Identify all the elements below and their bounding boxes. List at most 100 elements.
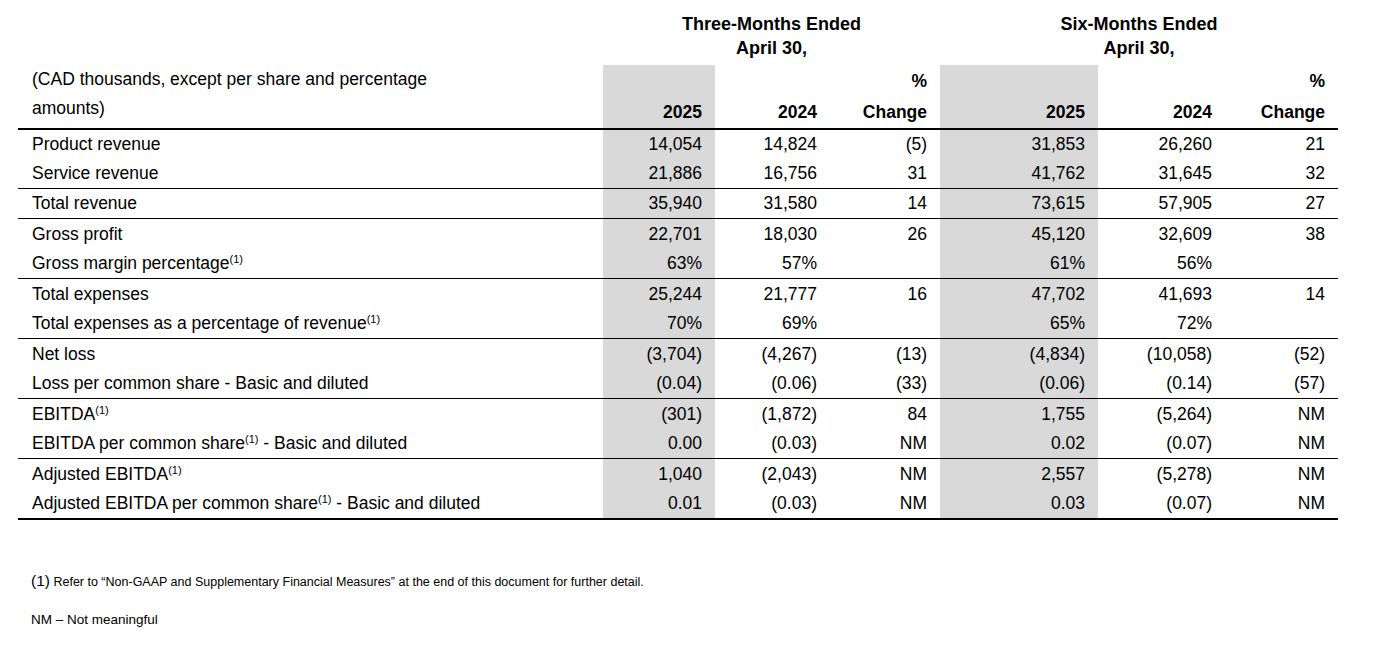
row-label: Total expenses — [18, 279, 603, 309]
row-label: Loss per common share - Basic and dilute… — [18, 369, 603, 399]
row-label-text: Total expenses as a percentage of revenu… — [32, 313, 367, 333]
cell-value: (0.03) — [715, 429, 830, 459]
cell-value: (5) — [830, 129, 940, 159]
cell-value: (3,704) — [603, 339, 715, 369]
cell-value: (5,264) — [1098, 399, 1225, 429]
row-label: Gross margin percentage(1) — [18, 249, 603, 279]
cell-value: (0.07) — [1098, 489, 1225, 519]
cell-value: 26,260 — [1098, 129, 1225, 159]
cell-value: 35,940 — [603, 189, 715, 219]
row-label-text: Gross profit — [32, 224, 122, 244]
year-2024-six-months: 2024 — [1098, 97, 1225, 128]
table-row: Service revenue21,88616,7563141,76231,64… — [18, 159, 1338, 189]
cell-value: 18,030 — [715, 219, 830, 249]
cell-value: 69% — [715, 309, 830, 339]
pct-symbol-three-months: % — [830, 65, 940, 97]
cell-value: 0.01 — [603, 489, 715, 519]
row-label-text: Loss per common share - Basic and dilute… — [32, 373, 369, 393]
cell-value: 1,755 — [940, 399, 1098, 429]
cell-value: 31 — [830, 159, 940, 189]
units-note: (CAD thousands, except per share and per… — [18, 65, 603, 129]
footnote-reference: (1) — [229, 253, 242, 265]
footnote-1-marker: (1) — [31, 572, 50, 589]
cell-value — [1225, 249, 1338, 279]
cell-value: NM — [830, 429, 940, 459]
table-row: Adjusted EBITDA(1)1,040(2,043)NM2,557(5,… — [18, 459, 1338, 489]
cell-value: 21 — [1225, 129, 1338, 159]
footnote-reference: (1) — [168, 464, 181, 476]
table-row: Gross margin percentage(1)63%57%61%56% — [18, 249, 1338, 279]
row-label-text: Service revenue — [32, 163, 158, 183]
cell-value: 0.02 — [940, 429, 1098, 459]
cell-value: 56% — [1098, 249, 1225, 279]
cell-value: 41,693 — [1098, 279, 1225, 309]
table-row: EBITDA(1)(301)(1,872)841,755(5,264)NM — [18, 399, 1338, 429]
cell-value: 61% — [940, 249, 1098, 279]
row-label-text: Total expenses — [32, 284, 149, 304]
cell-value: 72% — [1098, 309, 1225, 339]
table-row: Product revenue14,05414,824(5)31,85326,2… — [18, 129, 1338, 159]
cell-value: (0.03) — [715, 489, 830, 519]
cell-value: 27 — [1225, 189, 1338, 219]
table-header: Three-Months Ended Six-Months Ended Apri… — [18, 10, 1338, 129]
cell-value: 25,244 — [603, 279, 715, 309]
row-label-text: Total revenue — [32, 193, 137, 213]
header-spacer-shaded — [940, 65, 1098, 97]
cell-value: 2,557 — [940, 459, 1098, 489]
pct-symbol-six-months: % — [1225, 65, 1338, 97]
cell-value: (10,058) — [1098, 339, 1225, 369]
table-row: Gross profit22,70118,0302645,12032,60938 — [18, 219, 1338, 249]
cell-value: (52) — [1225, 339, 1338, 369]
row-label: Adjusted EBITDA(1) — [18, 459, 603, 489]
cell-value: (13) — [830, 339, 940, 369]
cell-value: (33) — [830, 369, 940, 399]
cell-value: 31,853 — [940, 129, 1098, 159]
three-months-ended-title: Three-Months Ended — [603, 10, 940, 38]
cell-value: (2,043) — [715, 459, 830, 489]
cell-value: (0.06) — [715, 369, 830, 399]
row-label-text: Adjusted EBITDA — [32, 464, 168, 484]
cell-value: (4,267) — [715, 339, 830, 369]
table-body: Product revenue14,05414,824(5)31,85326,2… — [18, 129, 1338, 519]
footnote-reference: (1) — [95, 404, 108, 416]
year-2024-three-months: 2024 — [715, 97, 830, 128]
cell-value: 70% — [603, 309, 715, 339]
cell-value: NM — [1225, 489, 1338, 519]
table-row: Adjusted EBITDA per common share(1) - Ba… — [18, 489, 1338, 519]
cell-value: 45,120 — [940, 219, 1098, 249]
cell-value — [830, 309, 940, 339]
cell-value: 14,054 — [603, 129, 715, 159]
cell-value: (4,834) — [940, 339, 1098, 369]
cell-value: 14 — [830, 189, 940, 219]
cell-value: (5,278) — [1098, 459, 1225, 489]
cell-value: 32,609 — [1098, 219, 1225, 249]
cell-value: (0.04) — [603, 369, 715, 399]
change-header-three-months: Change — [830, 97, 940, 128]
footnote-reference: (1) — [245, 433, 258, 445]
footnote-1: (1) Refer to “Non-GAAP and Supplementary… — [31, 572, 1391, 590]
row-label-text: EBITDA — [32, 404, 95, 424]
row-label-text: Net loss — [32, 344, 95, 364]
cell-value — [830, 249, 940, 279]
row-label: Product revenue — [18, 129, 603, 159]
cell-value: 31,645 — [1098, 159, 1225, 189]
row-label: EBITDA per common share(1) - Basic and d… — [18, 429, 603, 459]
cell-value: (0.14) — [1098, 369, 1225, 399]
table-row: Total expenses as a percentage of revenu… — [18, 309, 1338, 339]
year-2025-six-months: 2025 — [940, 97, 1098, 128]
change-header-six-months: Change — [1225, 97, 1338, 128]
cell-value: 21,886 — [603, 159, 715, 189]
period-title-row: Three-Months Ended Six-Months Ended — [18, 10, 1338, 38]
cell-value: 57% — [715, 249, 830, 279]
cell-value: 14,824 — [715, 129, 830, 159]
table-row: EBITDA per common share(1) - Basic and d… — [18, 429, 1338, 459]
cell-value: NM — [1225, 399, 1338, 429]
cell-value: 14 — [1225, 279, 1338, 309]
cell-value: (301) — [603, 399, 715, 429]
row-label-text: Gross margin percentage — [32, 253, 229, 273]
row-label: Adjusted EBITDA per common share(1) - Ba… — [18, 489, 603, 519]
year-2025-three-months: 2025 — [603, 97, 715, 128]
cell-value: 73,615 — [940, 189, 1098, 219]
cell-value — [1225, 309, 1338, 339]
row-label-tail: - Basic and diluted — [258, 433, 407, 453]
